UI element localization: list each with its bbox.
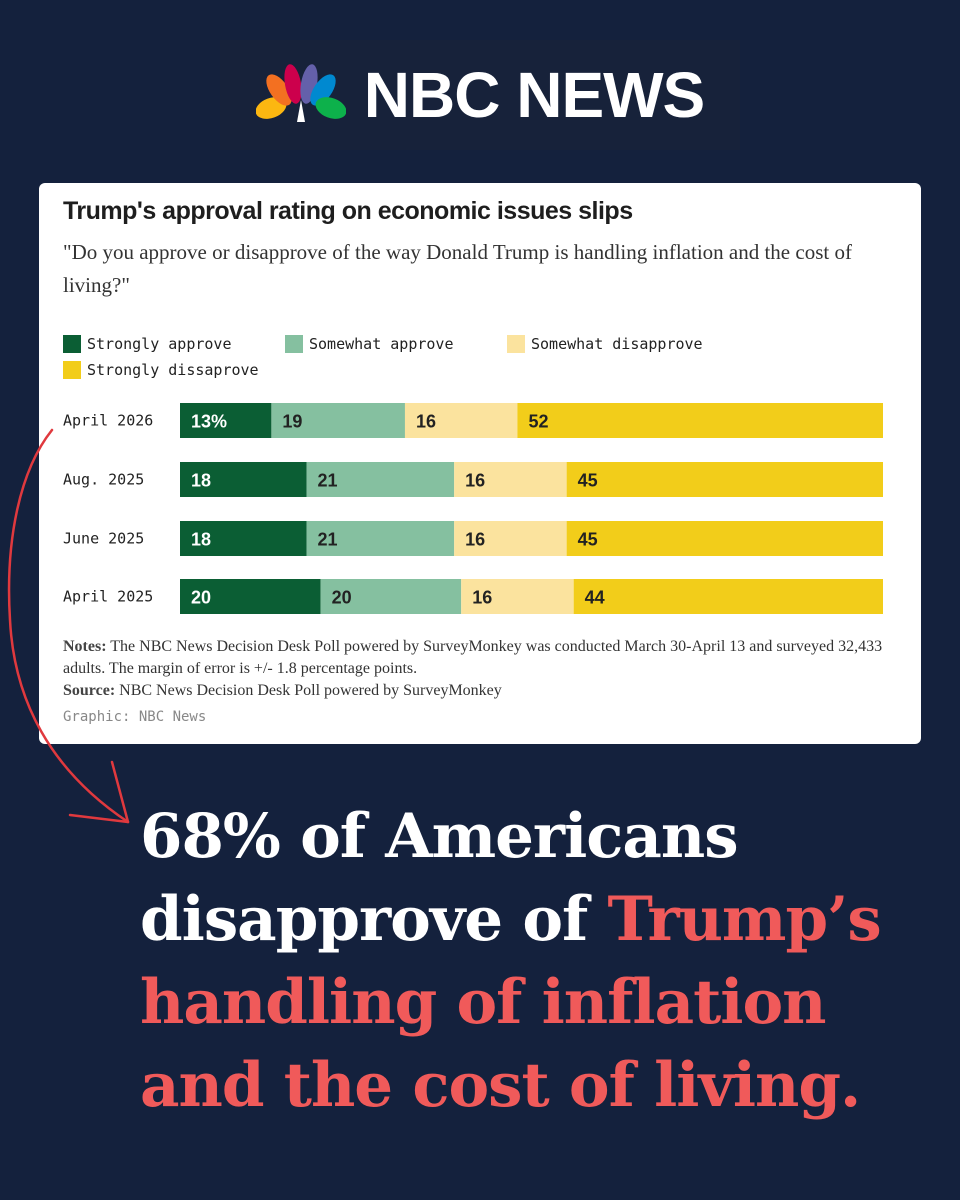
bar-segment: [517, 403, 883, 438]
bar-segment: [180, 579, 321, 614]
logo-wordmark: NBC NEWS: [363, 59, 705, 131]
stacked-bar-chart: April 2026 13% 19 16 52 Aug. 2025 18 21 16 45 June…: [63, 403, 883, 614]
peacock-icon: [255, 64, 346, 122]
headline-highlight: Trump’s handling of inflation and the co…: [140, 884, 882, 1121]
data-label: 19: [282, 412, 302, 432]
bar-segment: [306, 521, 455, 556]
headline-white: 68% of Americans disapprove of: [140, 801, 739, 955]
legend-item-strongly-disapprove: Strongly dissaprove: [63, 361, 259, 379]
legend-item-somewhat-approve: Somewhat approve: [285, 335, 454, 353]
headline: 68% of Americans disapprove of Trump’s h…: [140, 795, 930, 1127]
legend-swatch-strongly-approve: [63, 335, 81, 353]
bar-segment: [454, 521, 567, 556]
chart-title: Trump's approval rating on economic issu…: [63, 197, 633, 225]
data-label: 20: [191, 588, 211, 608]
data-label: 44: [585, 588, 605, 608]
bar-segment: [180, 403, 272, 438]
source-label: Source:: [63, 682, 116, 699]
bar-segment: [404, 403, 518, 438]
bar-segment: [566, 462, 883, 497]
data-label: 21: [318, 530, 338, 550]
data-label: 16: [465, 471, 485, 491]
legend-swatch-somewhat-disapprove: [507, 335, 525, 353]
bar-segment: [573, 579, 883, 614]
legend-label: Strongly approve: [87, 335, 232, 353]
data-label: 21: [318, 471, 338, 491]
bar-segment: [566, 521, 883, 556]
notes-label: Notes:: [63, 638, 107, 655]
data-label: 13%: [191, 412, 227, 432]
data-label: 20: [332, 588, 352, 608]
data-label: 52: [528, 412, 548, 432]
data-label: 45: [578, 530, 598, 550]
chart-subtitle: "Do you approve or disapprove of the way…: [63, 240, 852, 297]
data-label: 18: [191, 471, 211, 491]
category-label: April 2026: [63, 412, 153, 430]
data-label: 45: [578, 471, 598, 491]
notes-text: The NBC News Decision Desk Poll powered …: [63, 638, 883, 677]
data-label: 18: [191, 530, 211, 550]
data-label: 16: [416, 412, 436, 432]
legend-item-strongly-approve: Strongly approve: [63, 335, 232, 353]
legend-swatch-strongly-disapprove: [63, 361, 81, 379]
source-text: NBC News Decision Desk Poll powered by S…: [119, 682, 502, 699]
category-label: Aug. 2025: [63, 471, 144, 489]
bar-segment: [180, 462, 307, 497]
legend-swatch-somewhat-approve: [285, 335, 303, 353]
category-label: June 2025: [63, 530, 144, 548]
category-label: April 2025: [63, 588, 153, 606]
legend-label: Somewhat disapprove: [531, 335, 703, 353]
data-label: 16: [472, 588, 492, 608]
bar-segment: [271, 403, 405, 438]
bar-segment: [320, 579, 462, 614]
legend-label: Somewhat approve: [309, 335, 454, 353]
data-label: 16: [465, 530, 485, 550]
bar-segment: [180, 521, 307, 556]
graphic-credit: Graphic: NBC News: [63, 709, 207, 725]
chart-card: Trump's approval rating on economic issu…: [39, 183, 921, 744]
legend-label: Strongly dissaprove: [87, 361, 259, 379]
legend-item-somewhat-disapprove: Somewhat disapprove: [507, 335, 703, 353]
chart-notes: Notes: The NBC News Decision Desk Poll p…: [63, 636, 903, 702]
nbc-news-logo: NBC NEWS: [220, 40, 740, 150]
bar-segment: [461, 579, 574, 614]
bar-segment: [454, 462, 567, 497]
bar-segment: [306, 462, 455, 497]
